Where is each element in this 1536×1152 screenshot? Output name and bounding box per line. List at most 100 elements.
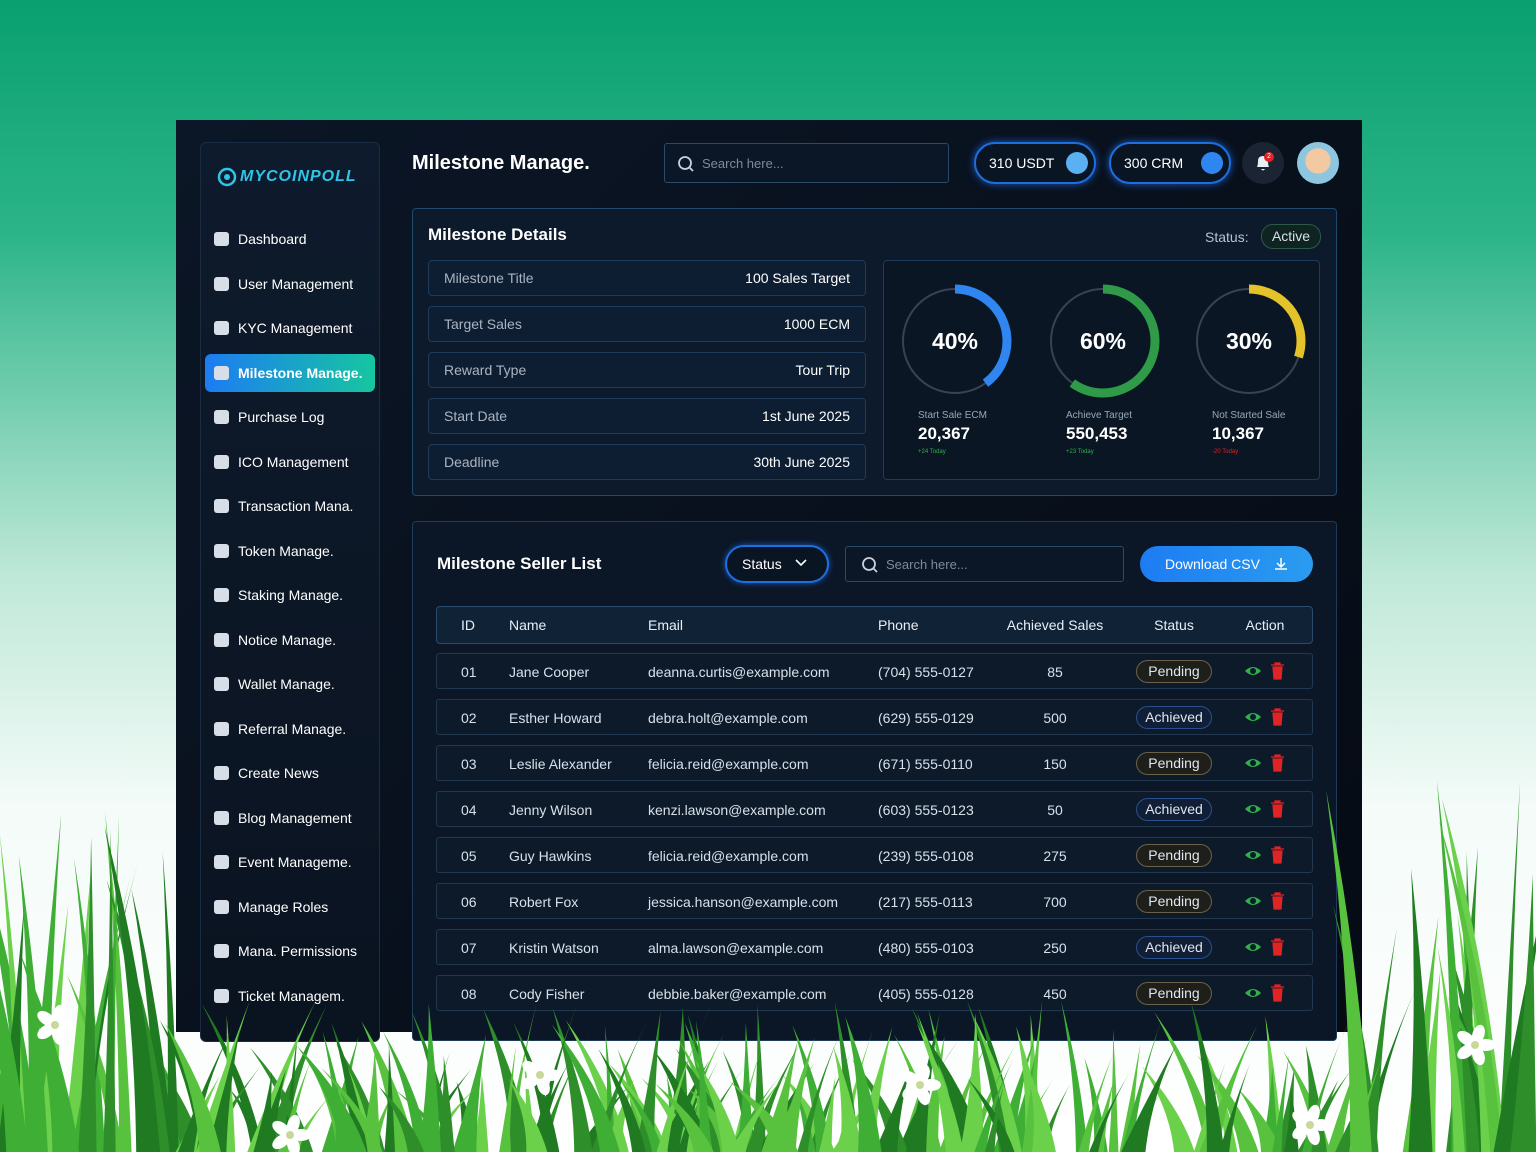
table-cell: 450 xyxy=(1043,986,1067,1002)
table-cell: Guy Hawkins xyxy=(509,848,592,864)
detail-label: Start Date xyxy=(444,408,508,424)
page-title: Milestone Manage. xyxy=(412,152,590,174)
table-cell: (405) 555-0128 xyxy=(878,986,974,1002)
view-button[interactable] xyxy=(1244,709,1262,725)
nav-icon[interactable] xyxy=(214,410,229,424)
view-button[interactable] xyxy=(1244,939,1262,955)
nav-item[interactable]: User Management xyxy=(238,275,354,292)
nav-item[interactable]: Blog Management xyxy=(238,809,352,826)
nav-item[interactable]: Ticket Managem. xyxy=(238,987,345,1004)
detail-row box xyxy=(428,352,866,388)
table-cell: 02 xyxy=(461,710,477,726)
nav-icon[interactable] xyxy=(214,276,229,291)
nav-item[interactable]: Dashboard xyxy=(238,231,307,247)
ring-label: 60% xyxy=(1079,328,1127,354)
table-cell: 85 xyxy=(1047,664,1063,680)
search-placeholder: Search here... xyxy=(702,156,784,171)
nav-item[interactable]: ICO Management xyxy=(238,453,349,470)
detail-value: 100 Sales Target xyxy=(745,270,850,286)
nav-item[interactable]: Token Manage. xyxy=(238,542,334,559)
nav-icon[interactable] xyxy=(214,499,229,513)
view-button[interactable] xyxy=(1244,663,1262,679)
progress-ring xyxy=(1046,284,1160,398)
table-cell: Esther Howard xyxy=(509,710,602,726)
view-button[interactable] xyxy=(1244,755,1262,771)
table-cell: deanna.curtis@example.com xyxy=(648,664,830,680)
nav-icon[interactable] xyxy=(214,766,229,780)
notification-badge: 2 xyxy=(1264,152,1274,162)
nav-icon[interactable] xyxy=(214,365,229,380)
nav-icon[interactable] xyxy=(214,810,229,825)
view-button[interactable] xyxy=(1244,893,1262,909)
progress-ring xyxy=(1192,284,1306,398)
balance-text: 310 USDT xyxy=(989,155,1055,171)
nav-item[interactable]: Referral Manage. xyxy=(238,720,347,737)
nav-item[interactable]: Create News xyxy=(238,765,319,781)
nav-icon[interactable] xyxy=(214,899,229,914)
status-badge: Pending xyxy=(1136,982,1212,1005)
nav-icon[interactable] xyxy=(214,588,229,602)
delete-button[interactable] xyxy=(1270,984,1285,1002)
detail-value: 30th June 2025 xyxy=(753,454,850,470)
list-search[interactable] xyxy=(845,546,1124,582)
search-icon xyxy=(862,557,878,573)
nav-icon[interactable] xyxy=(214,721,229,736)
delete-button[interactable] xyxy=(1270,662,1285,680)
table-cell: debbie.baker@example.com xyxy=(648,986,827,1002)
table-cell: Robert Fox xyxy=(509,894,579,910)
stat-change: +24 Today xyxy=(918,449,946,455)
nav-item[interactable]: Purchase Log xyxy=(238,409,325,425)
search-box[interactable] xyxy=(664,143,949,183)
nav-item[interactable]: Milestone Manage. xyxy=(238,364,363,381)
nav-item[interactable]: Manage Roles xyxy=(238,898,329,915)
detail-row box xyxy=(428,444,866,480)
download-icon xyxy=(1275,558,1287,570)
delete-button[interactable] xyxy=(1270,708,1285,726)
nav-icon[interactable] xyxy=(214,988,229,1003)
status-label: Status: xyxy=(1205,229,1249,245)
stat-caption: Not Started Sale xyxy=(1212,410,1286,421)
view-button[interactable] xyxy=(1244,847,1262,863)
table-cell: 07 xyxy=(461,940,477,956)
status-badge: Pending xyxy=(1136,752,1212,775)
nav-item[interactable]: Mana. Permissions xyxy=(238,943,358,959)
ring-label: 40% xyxy=(931,328,979,354)
nav-item[interactable]: KYC Management xyxy=(238,320,353,336)
ring-progress xyxy=(898,284,1012,398)
view-button[interactable] xyxy=(1244,985,1262,1001)
nav-item[interactable]: Transaction Mana. xyxy=(238,498,354,514)
table-cell: debra.holt@example.com xyxy=(648,710,808,726)
table-row xyxy=(436,791,1313,827)
delete-button[interactable] xyxy=(1270,846,1285,864)
view-button[interactable] xyxy=(1244,801,1262,817)
status-filter[interactable] xyxy=(725,545,829,583)
nav-item[interactable]: Notice Manage. xyxy=(238,631,337,648)
nav-item[interactable]: Event Manageme. xyxy=(238,854,352,870)
ring-progress xyxy=(1046,284,1160,398)
nav-icon[interactable] xyxy=(214,321,229,335)
nav-icon[interactable] xyxy=(214,543,229,558)
avatar[interactable] xyxy=(1297,142,1339,184)
seller-title: Milestone Seller List xyxy=(437,554,602,573)
stat-amount: 550,453 xyxy=(1066,424,1128,443)
delete-button[interactable] xyxy=(1270,938,1285,956)
nav-item[interactable]: Staking Manage. xyxy=(238,587,344,603)
balance-icon xyxy=(1066,152,1088,174)
nav-icon[interactable] xyxy=(214,232,229,246)
nav-icon[interactable] xyxy=(214,454,229,469)
table-cell: (603) 555-0123 xyxy=(878,802,974,818)
delete-button[interactable] xyxy=(1270,892,1285,910)
detail-value: Tour Trip xyxy=(795,362,850,378)
delete-button[interactable] xyxy=(1270,800,1285,818)
list-search-placeholder: Search here... xyxy=(886,557,968,572)
nav-icon[interactable] xyxy=(214,944,229,958)
nav-icon[interactable] xyxy=(214,855,229,869)
nav-item[interactable]: Wallet Manage. xyxy=(238,676,335,692)
nav-icon[interactable] xyxy=(214,632,229,647)
stat-amount: 20,367 xyxy=(918,424,970,443)
nav-icon[interactable] xyxy=(214,677,229,691)
delete-button[interactable] xyxy=(1270,754,1285,772)
column-header: Email xyxy=(648,617,684,633)
column-header: Status xyxy=(1154,617,1194,633)
status-filter-text: Status xyxy=(742,556,782,572)
